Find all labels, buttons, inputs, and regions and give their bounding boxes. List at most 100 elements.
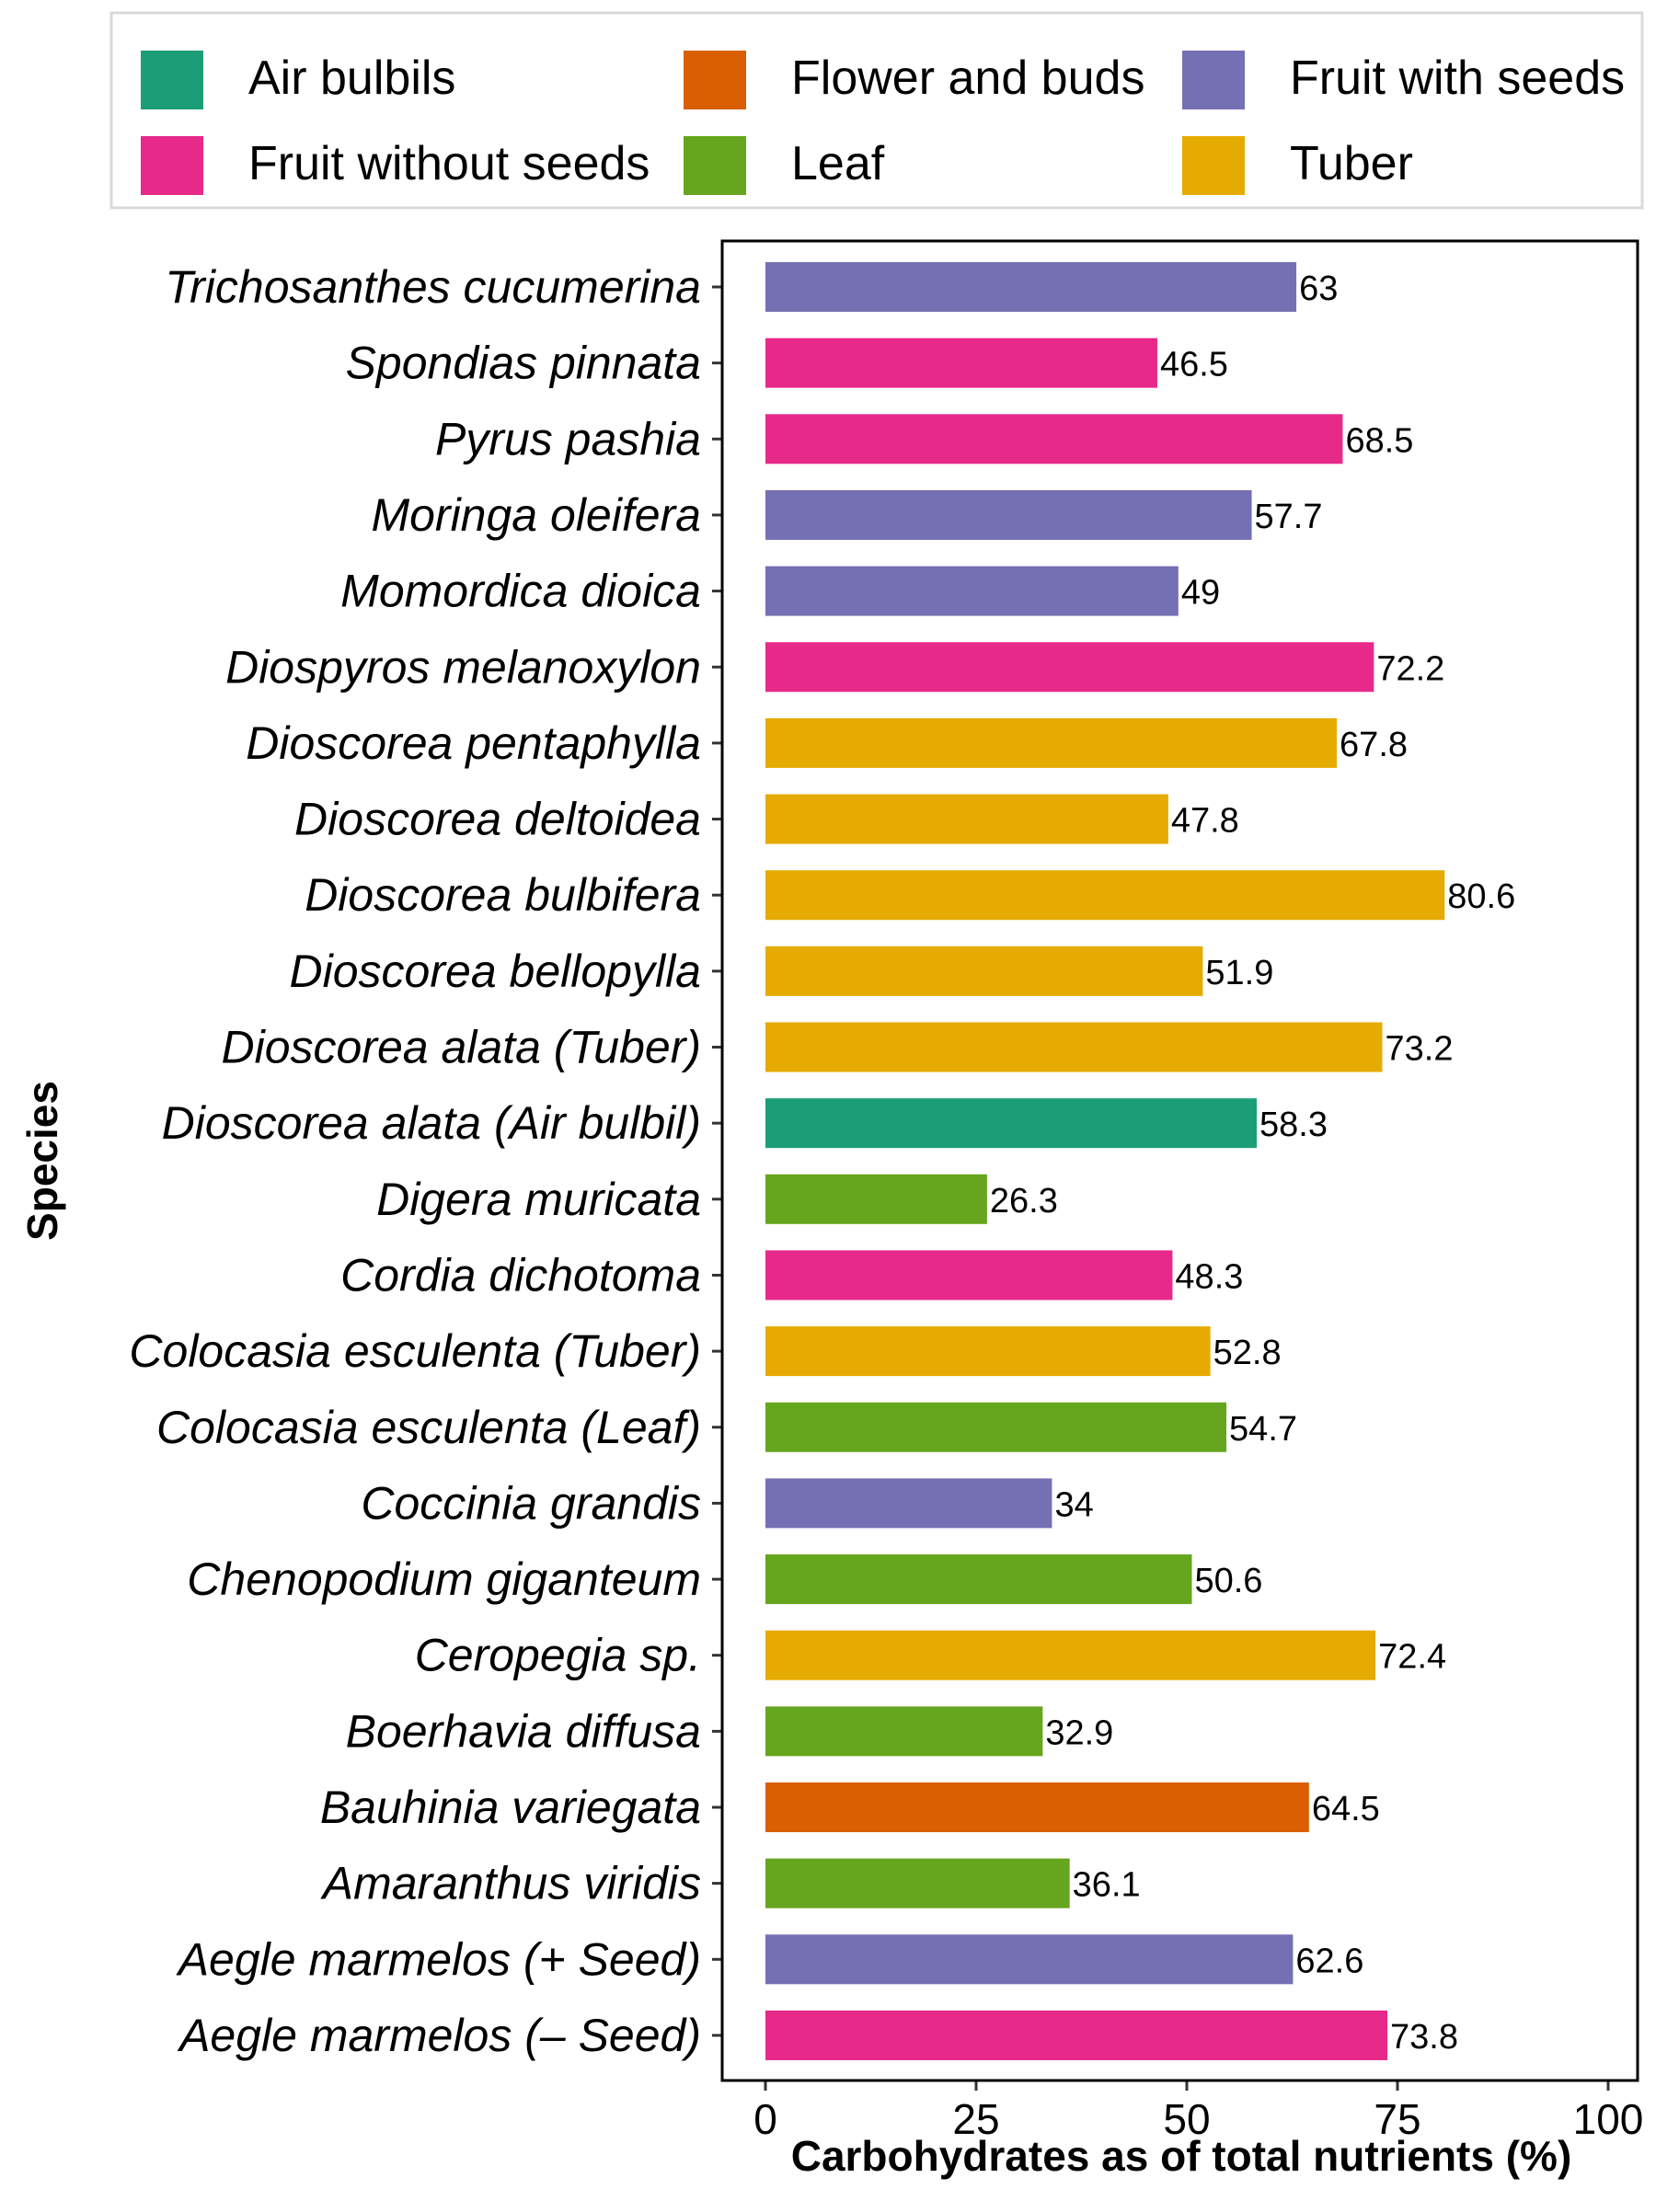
bars bbox=[765, 262, 1445, 2060]
y-tick-label: Moringa oleifera bbox=[371, 489, 701, 541]
bar-value-labels: 63 46.5 68.5 57.7 49 72.2 67.8 47.8 80.6 51.9 73.2… bbox=[990, 269, 1515, 2057]
y-tick-label: Coccinia grandis bbox=[361, 1477, 701, 1529]
x-tick-label: 0 bbox=[753, 2095, 777, 2143]
y-axis-ticks: Trichosanthes cucumerina Spondias pinnata… bbox=[129, 261, 722, 2061]
y-tick-label: Chenopodium giganteum bbox=[187, 1553, 701, 1605]
bar bbox=[765, 1706, 1043, 1757]
y-tick-label: Momordica dioica bbox=[340, 566, 701, 617]
bar-value-label: 36.1 bbox=[1073, 1866, 1141, 1905]
y-tick-label: Bauhinia variegata bbox=[320, 1782, 701, 1833]
y-tick-label: Aegle marmelos (– Seed) bbox=[177, 2010, 701, 2061]
legend: Air bulbils Flower and buds Fruit with see… bbox=[141, 51, 1625, 195]
y-tick-label: Dioscorea bulbifera bbox=[305, 869, 701, 921]
bar-value-label: 57.7 bbox=[1255, 498, 1323, 536]
bar-value-label: 64.5 bbox=[1312, 1790, 1380, 1828]
bar bbox=[765, 717, 1338, 768]
bar bbox=[765, 1022, 1383, 1072]
y-tick-label: Colocasia esculenta (Leaf) bbox=[156, 1402, 701, 1453]
y-tick-label: Boerhavia diffusa bbox=[346, 1705, 701, 1757]
bar bbox=[765, 870, 1445, 921]
x-tick-label: 25 bbox=[952, 2095, 999, 2143]
legend-label: Fruit with seeds bbox=[1290, 52, 1625, 105]
bar bbox=[765, 1934, 1294, 1985]
bar-value-label: 46.5 bbox=[1160, 346, 1228, 384]
bar bbox=[765, 794, 1168, 844]
bar-value-label: 32.9 bbox=[1045, 1713, 1113, 1752]
y-tick-label: Dioscorea bellopylla bbox=[290, 946, 701, 997]
legend-swatch bbox=[684, 136, 746, 195]
y-tick-label: Dioscorea pentaphylla bbox=[246, 717, 701, 769]
x-tick-label: 100 bbox=[1573, 2095, 1644, 2143]
bar-value-label: 73.8 bbox=[1390, 2018, 1458, 2057]
legend-label: Leaf bbox=[791, 137, 885, 190]
y-tick-label: Amaranthus viridis bbox=[320, 1858, 701, 1909]
legend-label: Flower and buds bbox=[791, 52, 1144, 105]
y-tick-label: Digera muricata bbox=[376, 1174, 701, 1225]
y-tick-label: Diospyros melanoxylon bbox=[225, 641, 701, 693]
bar bbox=[765, 1174, 987, 1224]
bar-value-label: 47.8 bbox=[1171, 802, 1239, 841]
bar bbox=[765, 1326, 1211, 1377]
bar bbox=[765, 1478, 1052, 1529]
legend-swatch bbox=[684, 51, 746, 109]
legend-swatch bbox=[141, 51, 203, 109]
y-tick-label: Ceropegia sp. bbox=[415, 1630, 701, 1681]
legend-label: Fruit without seeds bbox=[248, 137, 650, 190]
bar bbox=[765, 489, 1252, 540]
bar-value-label: 67.8 bbox=[1340, 726, 1408, 764]
legend-swatch bbox=[1182, 136, 1245, 195]
y-tick-label: Dioscorea alata (Air bulbil) bbox=[162, 1097, 701, 1149]
y-tick-label: Trichosanthes cucumerina bbox=[165, 261, 701, 313]
bar-value-label: 80.6 bbox=[1447, 877, 1515, 916]
bar bbox=[765, 1630, 1376, 1680]
bar-value-label: 54.7 bbox=[1229, 1410, 1297, 1449]
bar-value-label: 68.5 bbox=[1345, 421, 1413, 460]
y-tick-label: Pyrus pashia bbox=[435, 413, 701, 464]
x-tick-label: 50 bbox=[1163, 2095, 1210, 2143]
bar-value-label: 52.8 bbox=[1213, 1334, 1282, 1372]
bar bbox=[765, 1402, 1227, 1452]
bar bbox=[765, 1098, 1258, 1149]
bar bbox=[765, 1782, 1309, 1832]
plot-panel-border bbox=[720, 239, 1639, 2082]
bar bbox=[765, 414, 1343, 464]
bar-value-label: 50.6 bbox=[1194, 1562, 1262, 1600]
bar bbox=[765, 1554, 1192, 1605]
legend-swatch bbox=[141, 136, 203, 195]
bar-value-label: 73.2 bbox=[1386, 1030, 1454, 1069]
y-tick-label: Cordia dichotoma bbox=[340, 1249, 701, 1301]
bar-value-label: 49 bbox=[1181, 574, 1220, 613]
bar bbox=[765, 2010, 1388, 2060]
bar bbox=[765, 262, 1297, 312]
y-tick-label: Aegle marmelos (+ Seed) bbox=[176, 1933, 701, 1985]
bar-value-label: 72.2 bbox=[1376, 649, 1444, 688]
bar bbox=[765, 1250, 1173, 1301]
y-tick-label: Dioscorea alata (Tuber) bbox=[221, 1022, 701, 1073]
bar-value-label: 34 bbox=[1054, 1485, 1093, 1524]
bar-value-label: 51.9 bbox=[1205, 954, 1273, 992]
y-axis-title: Species bbox=[18, 1081, 66, 1241]
bar-value-label: 26.3 bbox=[990, 1182, 1058, 1221]
y-tick-label: Spondias pinnata bbox=[346, 338, 701, 389]
bar bbox=[765, 642, 1374, 693]
y-tick-label: Dioscorea deltoidea bbox=[294, 794, 701, 845]
bar bbox=[765, 338, 1157, 388]
bar-value-label: 72.4 bbox=[1378, 1638, 1446, 1677]
legend-label: Tuber bbox=[1290, 137, 1413, 190]
bar-value-label: 62.6 bbox=[1295, 1942, 1363, 1980]
legend-swatch bbox=[1182, 51, 1245, 109]
x-tick-label: 75 bbox=[1374, 2095, 1420, 2143]
y-tick-label: Colocasia esculenta (Tuber) bbox=[129, 1325, 701, 1377]
legend-label: Air bulbils bbox=[248, 52, 455, 105]
legend-box bbox=[109, 11, 1644, 210]
bar bbox=[765, 1858, 1070, 1908]
bar-value-label: 58.3 bbox=[1259, 1106, 1328, 1144]
bar bbox=[765, 566, 1179, 616]
x-axis-ticks: 0 25 50 75 100 bbox=[753, 2080, 1643, 2143]
bar-value-label: 63 bbox=[1299, 269, 1338, 308]
bar-value-label: 48.3 bbox=[1175, 1257, 1243, 1296]
x-axis-title: Carbohydrates as of total nutrients (%) bbox=[791, 2132, 1572, 2180]
bar bbox=[765, 946, 1203, 996]
